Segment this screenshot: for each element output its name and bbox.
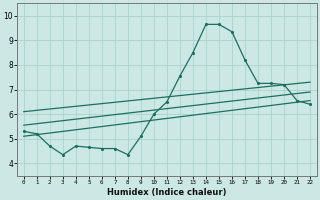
X-axis label: Humidex (Indice chaleur): Humidex (Indice chaleur) — [107, 188, 227, 197]
